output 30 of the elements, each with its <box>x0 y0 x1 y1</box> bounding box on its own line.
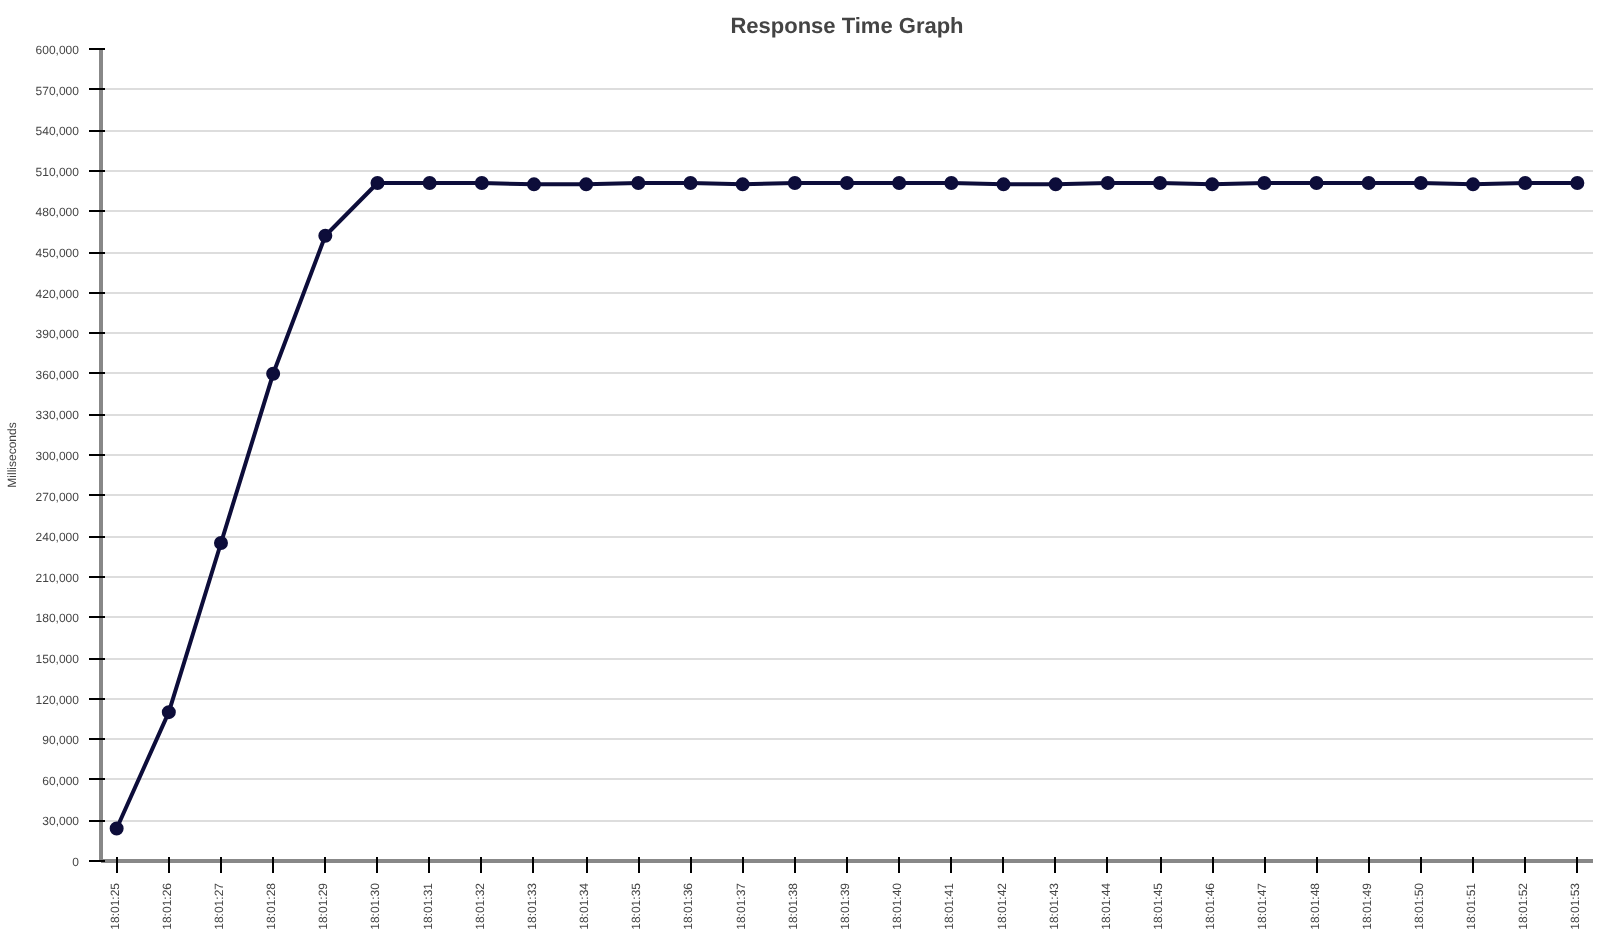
point <box>1100 175 1115 190</box>
point <box>787 175 802 190</box>
point <box>735 177 750 192</box>
point <box>892 175 907 190</box>
point <box>1205 177 1220 192</box>
point <box>1466 177 1481 192</box>
point <box>631 175 646 190</box>
point <box>1361 175 1376 190</box>
point <box>213 535 228 550</box>
point <box>1518 175 1533 190</box>
point <box>1413 175 1428 190</box>
point <box>996 177 1011 192</box>
point <box>1048 177 1063 192</box>
point <box>1153 175 1168 190</box>
point <box>318 228 333 243</box>
point <box>161 705 176 720</box>
point <box>579 177 594 192</box>
point <box>370 175 385 190</box>
point <box>1570 175 1585 190</box>
point <box>1257 175 1272 190</box>
point <box>526 177 541 192</box>
point <box>422 175 437 190</box>
point <box>1309 175 1324 190</box>
chart-title: Response Time Graph <box>730 15 965 39</box>
point <box>683 175 698 190</box>
point <box>109 821 124 836</box>
point <box>266 366 281 381</box>
point <box>944 175 959 190</box>
point <box>474 175 489 190</box>
point <box>840 175 854 190</box>
